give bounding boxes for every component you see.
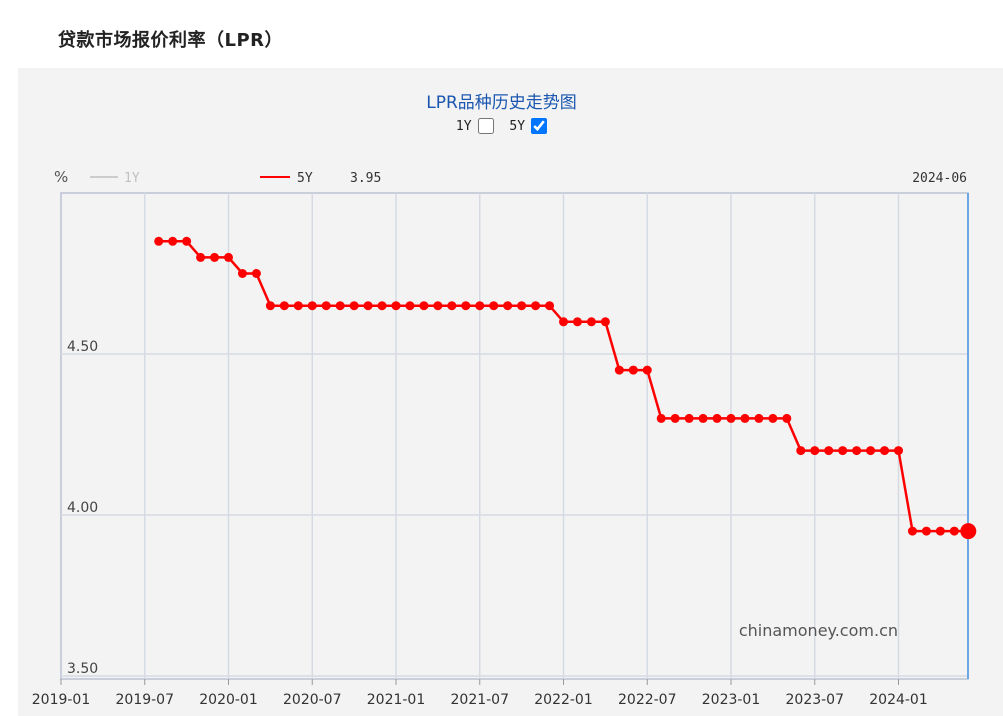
series-point[interactable] — [600, 317, 610, 327]
series-point[interactable] — [154, 236, 164, 246]
series-point[interactable] — [698, 413, 708, 423]
series-point[interactable] — [921, 526, 931, 536]
current-date-label: 2024-06 — [912, 171, 967, 186]
series-point[interactable] — [614, 365, 624, 375]
legend-5y-label[interactable]: 5Y — [297, 171, 313, 186]
series-point[interactable] — [894, 446, 903, 456]
series-point[interactable] — [852, 446, 862, 456]
toggle-5y-label: 5Y — [509, 118, 526, 134]
x-tick-label: 2021-07 — [451, 692, 510, 708]
series-point[interactable] — [517, 301, 527, 311]
grid-lines — [61, 193, 968, 679]
x-tick-label: 2022-01 — [534, 692, 593, 708]
toggle-1y-label: 1Y — [455, 118, 472, 134]
series-point[interactable] — [824, 446, 834, 456]
series-point[interactable] — [684, 413, 694, 423]
toggle-5y-checkbox[interactable] — [531, 118, 548, 134]
series-point[interactable] — [782, 413, 792, 423]
series-point[interactable] — [949, 526, 959, 536]
series-point[interactable] — [572, 317, 582, 327]
series-point[interactable] — [489, 301, 499, 311]
x-tick-label: 2023-01 — [702, 692, 761, 708]
series-point[interactable] — [740, 413, 750, 423]
series-point[interactable] — [210, 252, 220, 262]
series-point[interactable] — [196, 252, 206, 262]
series-point[interactable] — [642, 365, 652, 375]
series-point[interactable] — [545, 301, 555, 311]
series-point[interactable] — [726, 413, 736, 423]
y-axis-ticks: 3.50 4.00 4.50 — [67, 339, 98, 677]
series-point[interactable] — [349, 301, 359, 311]
series-point[interactable] — [866, 446, 876, 456]
series-point[interactable] — [293, 301, 303, 311]
x-axis-ticks: 2019-01 2019-07 2020-01 2020-07 2021-01 2021-… — [32, 679, 928, 708]
series-point[interactable] — [670, 413, 680, 423]
series-point[interactable] — [586, 317, 596, 327]
series-point[interactable] — [838, 446, 848, 456]
series-point[interactable] — [265, 301, 275, 311]
series-point[interactable] — [433, 301, 443, 311]
legend[interactable]: 1Y 5Y 3.95 — [90, 171, 381, 186]
chart-title: LPR品种历史走势图 — [426, 93, 577, 113]
series-point[interactable] — [307, 301, 317, 311]
watermark: chinamoney.com.cn — [739, 621, 898, 640]
series-point[interactable] — [168, 236, 178, 246]
series-point[interactable] — [279, 301, 289, 311]
series-point[interactable] — [391, 301, 401, 311]
series-point[interactable] — [335, 301, 345, 311]
series-point[interactable] — [461, 301, 471, 311]
x-tick-label: 2020-07 — [283, 692, 342, 708]
series-point[interactable] — [810, 446, 820, 456]
series-point[interactable] — [754, 413, 764, 423]
toggle-1y[interactable]: 1Y — [456, 118, 494, 134]
series-point[interactable] — [405, 301, 415, 311]
x-tick-label: 2024-01 — [869, 692, 928, 708]
series-point[interactable] — [251, 269, 261, 278]
legend-current-value: 3.95 — [350, 171, 381, 186]
legend-1y-label[interactable]: 1Y — [124, 171, 140, 186]
series-point[interactable] — [447, 301, 457, 311]
series-point[interactable] — [182, 236, 192, 246]
series-point[interactable] — [321, 301, 331, 311]
plot-area — [60, 192, 969, 680]
x-tick-label: 2023-07 — [786, 692, 845, 708]
series-point-current[interactable] — [960, 523, 977, 540]
series-point[interactable] — [712, 413, 722, 423]
series-point[interactable] — [907, 526, 917, 536]
series-point[interactable] — [224, 252, 233, 262]
y-tick-label: 4.50 — [67, 339, 98, 355]
series-point[interactable] — [768, 413, 778, 423]
series-point[interactable] — [880, 446, 890, 456]
x-tick-label: 2022-07 — [618, 692, 677, 708]
series-point[interactable] — [656, 413, 666, 423]
series-point[interactable] — [419, 301, 429, 311]
series-5y-points — [154, 236, 977, 540]
page-heading: 贷款市场报价利率（LPR） — [58, 30, 284, 51]
series-point[interactable] — [531, 301, 541, 311]
series-point[interactable] — [363, 301, 373, 311]
y-unit-label: % — [54, 168, 68, 186]
series-point[interactable] — [796, 446, 806, 456]
y-tick-label: 4.00 — [67, 500, 98, 516]
series-point[interactable] — [237, 269, 247, 278]
toggle-1y-checkbox[interactable] — [477, 118, 494, 134]
series-point[interactable] — [935, 526, 945, 536]
series-point[interactable] — [475, 301, 485, 311]
toggle-5y[interactable]: 5Y — [509, 118, 548, 134]
series-point[interactable] — [503, 301, 513, 311]
x-tick-label: 2019-07 — [116, 692, 175, 708]
x-tick-label: 2021-01 — [367, 692, 426, 708]
series-point[interactable] — [628, 365, 638, 375]
series-point[interactable] — [559, 317, 568, 327]
x-tick-label: 2019-01 — [32, 692, 91, 708]
series-toggles: 1Y 5Y — [0, 118, 1003, 134]
series-point[interactable] — [377, 301, 387, 311]
y-tick-label: 3.50 — [67, 661, 98, 677]
x-tick-label: 2020-01 — [199, 692, 258, 708]
